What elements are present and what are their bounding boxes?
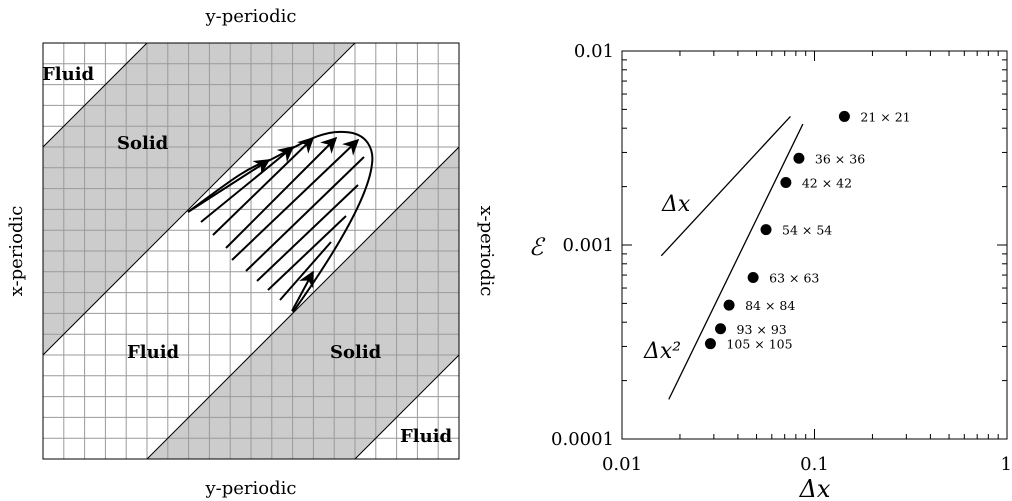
y-axis-label: ℰ	[529, 233, 546, 261]
region-label-fluid-middle: Fluid	[127, 342, 180, 363]
data-point-label: 42 × 42	[802, 175, 852, 190]
reference-line	[668, 123, 804, 400]
left-periodic-label: x-periodic	[6, 206, 27, 297]
axis-ticks	[621, 51, 1007, 440]
data-point	[747, 271, 759, 283]
data-point-label: 21 × 21	[860, 109, 910, 124]
velocity-profile	[187, 130, 374, 313]
top-periodic-label: y-periodic	[205, 6, 297, 27]
y-tick-label: 0.0001	[551, 429, 614, 450]
velocity-profile-curve	[187, 130, 374, 313]
bottom-periodic-label: y-periodic	[205, 478, 297, 499]
x-tick-label: 0.1	[800, 454, 829, 475]
data-point-label: 54 × 54	[782, 223, 832, 238]
velocity-arrow-6	[245, 156, 365, 272]
velocity-arrow-3	[212, 136, 315, 236]
reference-lines: Δx Δx²	[643, 115, 804, 400]
data-points: 21 × 21 36 × 36 42 × 42 54 × 54 63 × 63 84 × …	[704, 109, 911, 352]
x-axis-label: Δx	[799, 475, 831, 501]
data-point-label: 105 × 105	[726, 337, 792, 352]
data-point	[715, 323, 727, 335]
axis-tick-labels: 0.01 0.1 1 0.0001 0.001 0.01	[551, 41, 1012, 475]
channel-schematic: Fluid Solid Fluid Solid Fluid y-periodic…	[6, 6, 497, 499]
velocity-arrow-8	[267, 215, 347, 291]
reference-line	[660, 115, 791, 257]
data-point	[723, 299, 735, 311]
y-tick-label: 0.001	[562, 235, 614, 256]
velocity-arrow-10	[291, 270, 314, 312]
data-point	[760, 224, 772, 236]
x-tick-label: 1	[1001, 454, 1012, 475]
data-point-label: 36 × 36	[815, 151, 865, 166]
data-point-label: 84 × 84	[745, 298, 795, 313]
data-point	[704, 338, 716, 350]
x-tick-label: 0.01	[602, 454, 642, 475]
data-point	[838, 110, 850, 122]
velocity-arrow-2	[200, 145, 295, 223]
interface-lines	[43, 43, 459, 459]
domain-border	[42, 42, 460, 460]
data-point-label: 93 × 93	[737, 322, 787, 337]
velocity-arrow-7	[256, 184, 359, 282]
reference-label-dx2: Δx²	[643, 339, 681, 364]
plot-frame	[621, 50, 1008, 440]
mesh-grid	[43, 43, 459, 459]
data-point-label: 63 × 63	[769, 270, 819, 285]
data-point	[780, 176, 792, 188]
y-tick-label: 0.01	[574, 41, 614, 62]
velocity-arrow-1	[187, 159, 271, 213]
reference-label-dx: Δx	[661, 192, 691, 217]
region-label-fluid-bottom-right: Fluid	[400, 426, 453, 447]
region-label-fluid-top-left: Fluid	[42, 64, 95, 85]
region-label-solid-lower: Solid	[330, 342, 382, 363]
data-point	[793, 152, 805, 164]
velocity-arrow-4	[225, 136, 338, 249]
region-label-solid-upper: Solid	[117, 133, 169, 154]
right-periodic-label: x-periodic	[476, 206, 497, 297]
convergence-chart: 0.01 0.1 1 0.0001 0.001 0.01 Δx Δx² 21 × 21 36 …	[529, 41, 1012, 501]
velocity-arrow-5	[231, 138, 360, 261]
